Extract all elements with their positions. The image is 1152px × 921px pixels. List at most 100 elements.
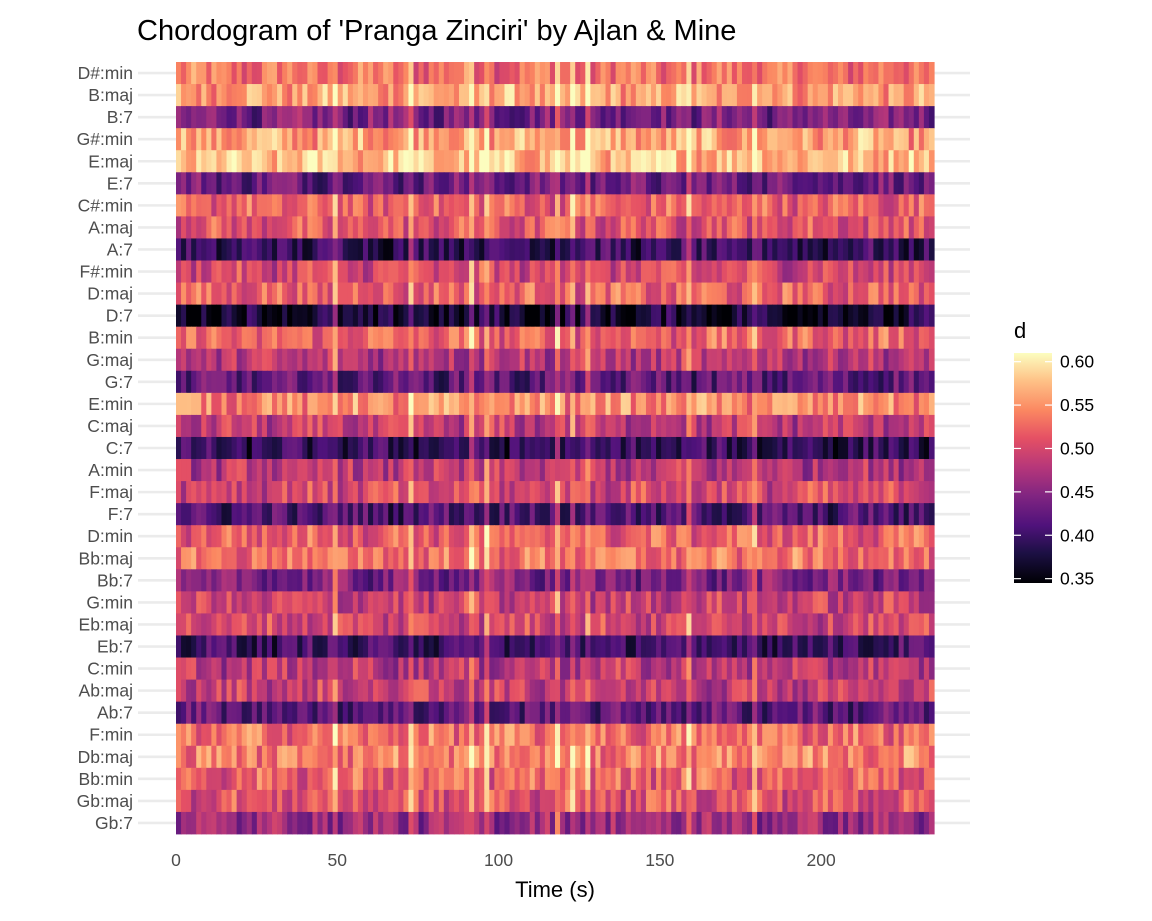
heatmap-cell xyxy=(631,680,637,702)
heatmap-cell xyxy=(636,84,642,106)
heatmap-cell xyxy=(237,746,243,768)
heatmap-cell xyxy=(565,305,571,327)
heatmap-cell xyxy=(550,746,556,768)
heatmap-cell xyxy=(201,238,207,260)
heatmap-cell xyxy=(186,128,192,150)
heatmap-cell xyxy=(439,724,445,746)
heatmap-cell xyxy=(307,415,313,437)
heatmap-cell xyxy=(600,283,606,305)
heatmap-cell xyxy=(570,724,576,746)
heatmap-cell xyxy=(843,283,849,305)
heatmap-cell xyxy=(873,283,879,305)
heatmap-cell xyxy=(702,150,708,172)
heatmap-cell xyxy=(808,547,814,569)
heatmap-cell xyxy=(595,194,601,216)
heatmap-cell xyxy=(196,84,202,106)
heatmap-cell xyxy=(550,283,556,305)
heatmap-cell xyxy=(798,216,804,238)
heatmap-cell xyxy=(393,150,399,172)
heatmap-cell xyxy=(838,349,844,371)
heatmap-cell xyxy=(575,172,581,194)
heatmap-cell xyxy=(853,393,859,415)
heatmap-cell xyxy=(484,525,490,547)
heatmap-cell xyxy=(333,591,339,613)
heatmap-cell xyxy=(742,238,748,260)
heatmap-cell xyxy=(686,437,692,459)
heatmap-cell xyxy=(469,724,475,746)
heatmap-cell xyxy=(772,172,778,194)
heatmap-cell xyxy=(333,172,339,194)
heatmap-cell xyxy=(176,746,182,768)
heatmap-cell xyxy=(878,172,884,194)
heatmap-cell xyxy=(767,635,773,657)
heatmap-cell xyxy=(469,569,475,591)
heatmap-cell xyxy=(585,415,591,437)
heatmap-cell xyxy=(343,768,349,790)
heatmap-cell xyxy=(878,658,884,680)
heatmap-cell xyxy=(702,283,708,305)
heatmap-cell xyxy=(398,305,404,327)
heatmap-cell xyxy=(515,635,521,657)
heatmap-cell xyxy=(823,702,829,724)
heatmap-cell xyxy=(606,547,612,569)
heatmap-cell xyxy=(393,393,399,415)
heatmap-cell xyxy=(221,746,227,768)
heatmap-cell xyxy=(479,128,485,150)
heatmap-cell xyxy=(752,680,758,702)
heatmap-cell xyxy=(398,238,404,260)
heatmap-cell xyxy=(656,415,662,437)
heatmap-cell xyxy=(358,613,364,635)
heatmap-cell xyxy=(600,62,606,84)
heatmap-cell xyxy=(626,172,632,194)
heatmap-cell xyxy=(858,680,864,702)
heatmap-cell xyxy=(777,349,783,371)
heatmap-cell xyxy=(434,591,440,613)
heatmap-cell xyxy=(590,724,596,746)
heatmap-cell xyxy=(606,62,612,84)
heatmap-cell xyxy=(848,393,854,415)
heatmap-cell xyxy=(550,768,556,790)
heatmap-cell xyxy=(216,547,222,569)
heatmap-cell xyxy=(777,305,783,327)
heatmap-cell xyxy=(262,327,268,349)
heatmap-cell xyxy=(560,349,566,371)
heatmap-cell xyxy=(535,481,541,503)
heatmap-cell xyxy=(560,746,566,768)
heatmap-cell xyxy=(267,746,273,768)
heatmap-cell xyxy=(707,393,713,415)
heatmap-cell xyxy=(878,305,884,327)
heatmap-cell xyxy=(863,283,869,305)
heatmap-cell xyxy=(833,349,839,371)
heatmap-cell xyxy=(777,525,783,547)
heatmap-cell xyxy=(914,261,920,283)
heatmap-cell xyxy=(747,393,753,415)
heatmap-cell xyxy=(227,415,233,437)
heatmap-cell xyxy=(393,503,399,525)
heatmap-cell xyxy=(459,481,465,503)
heatmap-cell xyxy=(590,525,596,547)
heatmap-cell xyxy=(818,305,824,327)
heatmap-cell xyxy=(924,680,930,702)
heatmap-cell xyxy=(661,172,667,194)
heatmap-cell xyxy=(848,194,854,216)
heatmap-cell xyxy=(474,327,480,349)
heatmap-cell xyxy=(312,768,318,790)
heatmap-cell xyxy=(868,62,874,84)
heatmap-cell xyxy=(671,569,677,591)
heatmap-cell xyxy=(464,724,470,746)
heatmap-cell xyxy=(181,680,187,702)
heatmap-cell xyxy=(444,106,450,128)
heatmap-cell xyxy=(651,261,657,283)
heatmap-cell xyxy=(843,349,849,371)
heatmap-cell xyxy=(338,349,344,371)
heatmap-cell xyxy=(368,393,374,415)
heatmap-cell xyxy=(782,569,788,591)
heatmap-cell xyxy=(479,62,485,84)
heatmap-cell xyxy=(227,724,233,746)
heatmap-cell xyxy=(616,746,622,768)
heatmap-cell xyxy=(661,746,667,768)
heatmap-cell xyxy=(843,150,849,172)
heatmap-cell xyxy=(429,128,435,150)
heatmap-cell xyxy=(863,635,869,657)
heatmap-cell xyxy=(343,547,349,569)
